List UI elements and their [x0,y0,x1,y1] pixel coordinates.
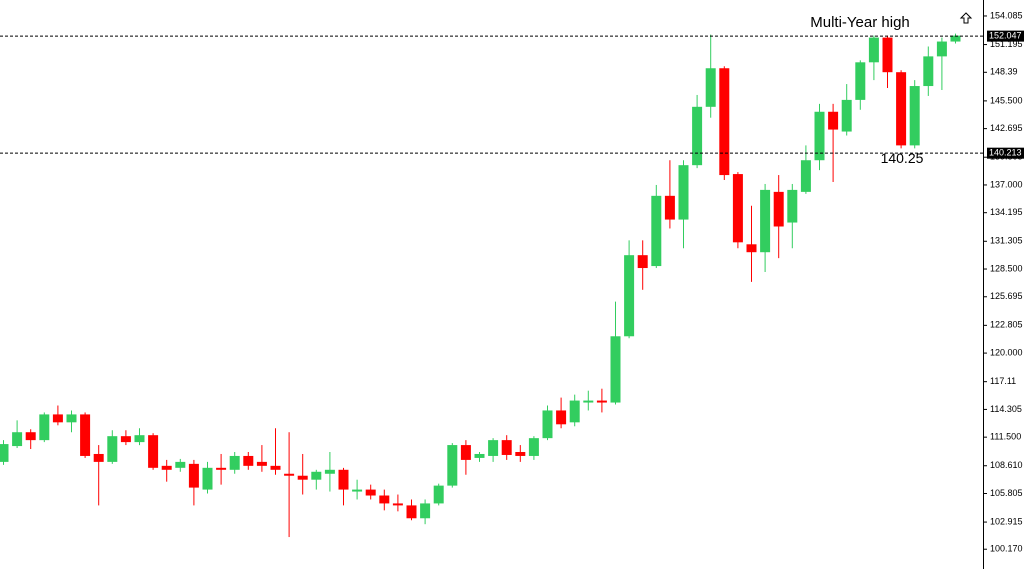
y-tick-label: 120.000 [990,347,1023,357]
candle-body [284,473,295,476]
candle-body [338,469,349,490]
candle-body [610,336,621,403]
candle-body [760,189,771,253]
candle-body [787,189,798,223]
candle-body [773,191,784,227]
annotation-low: 140.25 [881,150,924,166]
candle-body [175,461,186,468]
candle-body [297,475,308,480]
candle-body [148,435,159,468]
candle-body [460,445,471,460]
y-tick-label: 151.195 [990,39,1023,49]
candle-body [120,436,131,443]
y-tick-label: 102.915 [990,516,1023,526]
candle-body [161,465,172,470]
candle-body [80,414,91,456]
candle-body [447,445,458,486]
reference-label-box [987,30,1024,42]
candle-body [379,495,390,504]
y-tick-label: 125.695 [990,291,1023,301]
candle-body [596,400,607,403]
candle-body [692,106,703,166]
candle-body [488,440,499,456]
candle-body [0,444,9,462]
candle-body [828,111,839,130]
candle-body [107,436,118,462]
candle-body [746,244,757,253]
candle-body [950,35,961,42]
candle-body [188,463,199,488]
candle-body [719,68,730,176]
candle-body [66,414,77,423]
candle-body [556,410,567,425]
candle-body [433,485,444,504]
candle-body [311,471,322,480]
candle-body [678,165,689,220]
y-tick-label: 100.170 [990,544,1023,554]
candle-body [243,455,254,466]
candle-body [324,469,335,474]
candle-body [93,453,104,462]
candle-body [542,410,553,439]
y-tick-label: 142.695 [990,123,1023,133]
candle-body [855,62,866,100]
reference-label-box [987,147,1024,159]
candle-body [664,195,675,220]
candle-body [39,414,50,441]
candle-body [392,503,403,506]
reference-label: 140.213 [989,148,1022,158]
y-tick-label: 108.610 [990,460,1023,470]
candle-body [515,451,526,456]
candle-body [909,86,920,146]
candle-body [216,467,227,470]
candle-body [936,41,947,57]
y-tick-label: 145.500 [990,95,1023,105]
y-tick-label: 122.805 [990,320,1023,330]
y-tick-label: 134.195 [990,207,1023,217]
candle-body [528,438,539,456]
y-tick-label: 114.305 [990,404,1022,414]
y-tick-label: 128.500 [990,263,1023,273]
y-tick-label: 131.305 [990,236,1023,246]
candle-body [624,255,635,337]
y-tick-label: 117.11 [990,376,1016,386]
y-tick-label: 148.39 [990,67,1018,77]
candle-body [352,489,363,492]
candle-body [923,56,934,87]
y-tick-label: 154.085 [990,10,1023,20]
candle-body [583,400,594,403]
y-tick-label: 137.000 [990,179,1023,189]
candle-body [229,455,240,470]
candle-body [420,503,431,519]
candle-body [800,160,811,192]
candle-body [637,255,648,269]
candle-body [705,68,716,107]
y-tick-label: 111.500 [990,432,1021,442]
candle-body [868,37,879,63]
reference-label: 152.047 [989,31,1022,41]
candle-body [896,72,907,146]
candle-body [12,432,23,447]
candle-body [882,37,893,73]
candle-body [202,467,213,490]
y-tick-label: 105.805 [990,488,1023,498]
candle-body [814,111,825,161]
candle-body [256,461,267,466]
candle-body [474,453,485,458]
candle-body [651,195,662,267]
candle-body [52,414,63,423]
candle-body [270,465,281,470]
scroll-icon[interactable] [959,12,973,24]
candle-body [732,174,743,243]
candle-body [406,505,417,519]
candle-body [841,99,852,132]
annotation-high: Multi-Year high [810,14,910,31]
candle-body [365,489,376,496]
candle-body [134,435,145,443]
candle-body [25,432,36,441]
candle-body [501,440,512,455]
candle-body [569,400,580,423]
